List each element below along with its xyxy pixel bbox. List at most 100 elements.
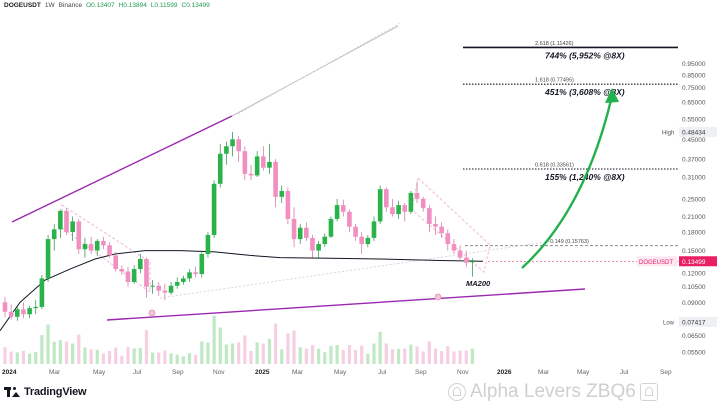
watermark: Alpha Levers ZBQ6 <box>448 381 658 403</box>
y-tick-label: 0.37000 <box>682 157 706 164</box>
candle <box>297 223 303 245</box>
candle-body <box>377 189 383 222</box>
volume-bar <box>224 344 228 364</box>
candle-body <box>187 272 192 279</box>
x-tick-label: Mar <box>292 369 304 376</box>
ma200-annotation: MA200 <box>466 279 491 288</box>
volume-bar <box>261 343 265 364</box>
volume-bar <box>280 349 284 364</box>
volume-bar <box>458 350 462 364</box>
volume-bar <box>329 346 333 364</box>
volume-bar <box>384 343 388 364</box>
candle <box>377 185 383 224</box>
candle-body <box>199 254 205 275</box>
volume-bar <box>212 315 216 364</box>
x-tick-label: May <box>93 369 106 376</box>
candle-body <box>261 156 266 168</box>
candle <box>174 277 180 289</box>
candle-body <box>273 161 278 197</box>
footer-bar: TradingView Alpha Levers ZBQ6 <box>0 380 720 403</box>
candle-body <box>27 308 32 315</box>
candle-body <box>144 259 149 287</box>
candle <box>242 146 248 181</box>
candle-body <box>328 218 334 237</box>
candle-body <box>359 236 364 245</box>
candle <box>273 159 278 208</box>
high-value: H0.13894 <box>118 2 147 9</box>
candle-body <box>45 239 51 279</box>
candles <box>2 131 475 321</box>
y-tick-label: 0.31000 <box>682 175 706 182</box>
volume-bar <box>255 342 259 364</box>
candle <box>316 240 321 260</box>
candle <box>88 236 94 255</box>
candle-body <box>156 285 162 291</box>
volume-bar <box>249 350 253 364</box>
descending-wedge <box>411 176 491 274</box>
candle-body <box>420 198 426 209</box>
candle-body <box>457 250 463 258</box>
candle-body <box>347 211 352 227</box>
tradingview-logo[interactable]: TradingView <box>4 386 87 398</box>
high-tag <box>679 126 717 137</box>
volume-bar <box>144 330 149 364</box>
volume-bar <box>267 338 272 364</box>
volume-bar <box>353 349 358 364</box>
y-tick-label: 0.10500 <box>682 284 706 291</box>
candle-body <box>470 261 475 263</box>
candle <box>451 239 457 255</box>
volume-bar <box>46 324 50 364</box>
candle <box>156 281 162 296</box>
volume-bar <box>194 354 198 364</box>
volume-bar <box>40 335 44 364</box>
volume-bar <box>71 343 75 364</box>
volume-bar <box>427 341 431 364</box>
x-tick-label: Sep <box>172 369 184 376</box>
candle-body <box>168 285 174 293</box>
y-tick-label: 0.15000 <box>682 248 706 255</box>
x-tick-label: Sep <box>660 369 672 376</box>
fib-level-label: 0.149 (0.15763) <box>550 239 589 245</box>
candle-body <box>248 173 254 176</box>
candle-body <box>230 139 235 147</box>
candle <box>187 269 192 282</box>
y-tick-label: 0.85000 <box>682 72 706 79</box>
candle <box>125 266 131 287</box>
close-value: C0.13499 <box>181 2 210 9</box>
volume-bar <box>107 351 112 364</box>
candle <box>261 146 266 171</box>
y-tick-label: 0.09000 <box>682 300 706 307</box>
candle <box>107 242 112 258</box>
inner-trend-line <box>159 239 561 299</box>
volume-bar <box>390 349 395 364</box>
candle <box>248 164 254 181</box>
candle <box>70 216 75 241</box>
volume-bar <box>274 323 278 364</box>
candle-body <box>254 156 260 176</box>
x-tick-label: Mar <box>49 369 61 376</box>
candle-body <box>8 311 14 317</box>
fib-level-label: 1.618 (0.77495) <box>535 78 574 84</box>
candle-body <box>365 237 371 245</box>
candle-body <box>408 192 414 212</box>
candle-body <box>291 218 297 240</box>
volume-bar <box>9 351 13 364</box>
volume-bar <box>310 345 315 364</box>
tradingview-icon <box>4 387 20 397</box>
candlestick-chart[interactable]: 2.618 (1.11426)744% (5,952% @8X)1.114261… <box>0 0 720 380</box>
candle-body <box>439 226 444 234</box>
candle <box>371 216 377 241</box>
candle-body <box>70 221 75 233</box>
candle <box>457 245 463 262</box>
candle <box>420 196 426 212</box>
candle <box>279 185 285 203</box>
volume-bar <box>292 330 296 364</box>
candle-body <box>316 244 321 251</box>
y-tick-label: 0.55000 <box>682 116 706 123</box>
symbol-title[interactable]: DOGEUSDT <box>4 2 41 9</box>
volume-bar <box>77 334 81 364</box>
high-value: 0.48434 <box>682 129 706 136</box>
current-price-value: 0.13499 <box>682 259 706 266</box>
interval[interactable]: 1W <box>44 2 55 9</box>
candle-body <box>451 244 457 251</box>
